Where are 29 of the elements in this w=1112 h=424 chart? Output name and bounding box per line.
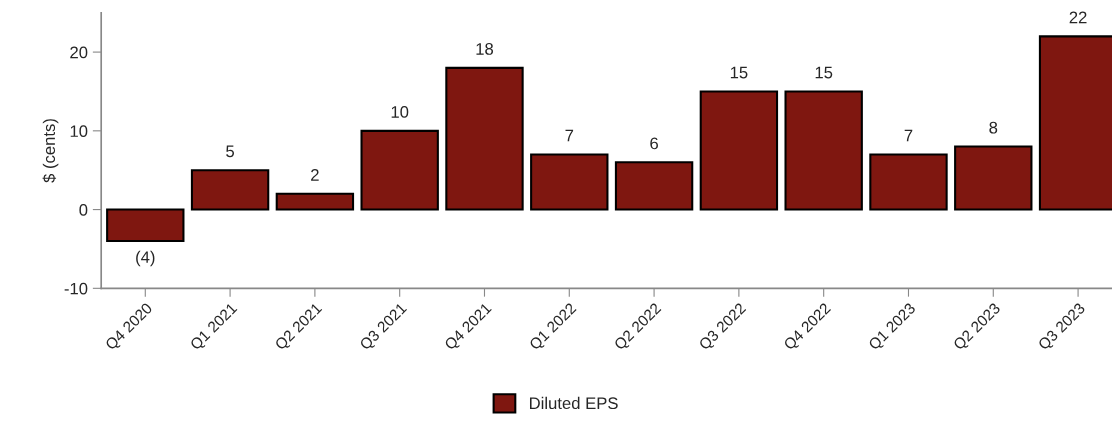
data-label: 15 — [815, 66, 833, 79]
data-label: 10 — [391, 106, 409, 118]
bar — [190, 169, 270, 211]
bar — [530, 153, 609, 211]
bar — [784, 90, 863, 211]
y-tick-label: 0 — [79, 203, 88, 216]
data-label: 22 — [1069, 11, 1087, 24]
bar — [869, 153, 948, 211]
data-label: (4) — [136, 250, 155, 267]
data-label: 18 — [476, 43, 494, 55]
data-label: 8 — [989, 121, 998, 134]
y-tick-label: -10 — [64, 282, 88, 295]
data-label: 7 — [904, 129, 913, 142]
data-label: 6 — [650, 137, 658, 150]
bar — [275, 192, 355, 211]
bar — [614, 161, 694, 211]
bar — [954, 145, 1033, 211]
bar — [699, 90, 779, 211]
bar — [106, 208, 185, 243]
legend-label: Diluted EPS — [529, 396, 618, 410]
data-label: 5 — [226, 145, 235, 158]
y-tick-label: 20 — [70, 46, 88, 59]
data-label: 15 — [730, 66, 748, 79]
bar — [360, 129, 439, 211]
data-label: 7 — [565, 129, 574, 142]
y-tick-label: 10 — [70, 125, 88, 138]
bar — [445, 66, 524, 211]
y-axis-title: $ (cents) — [42, 119, 59, 183]
data-label: 2 — [311, 169, 319, 181]
